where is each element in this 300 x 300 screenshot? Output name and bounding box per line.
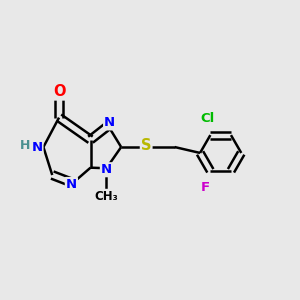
Text: CH₃: CH₃ [94, 190, 118, 203]
Text: N: N [66, 178, 77, 191]
Text: S: S [141, 138, 152, 153]
Text: N: N [101, 163, 112, 176]
Text: N: N [104, 116, 115, 129]
Text: F: F [200, 182, 210, 194]
Text: H: H [20, 139, 30, 152]
Text: O: O [53, 85, 65, 100]
Text: Cl: Cl [200, 112, 214, 124]
Text: N: N [32, 141, 43, 154]
